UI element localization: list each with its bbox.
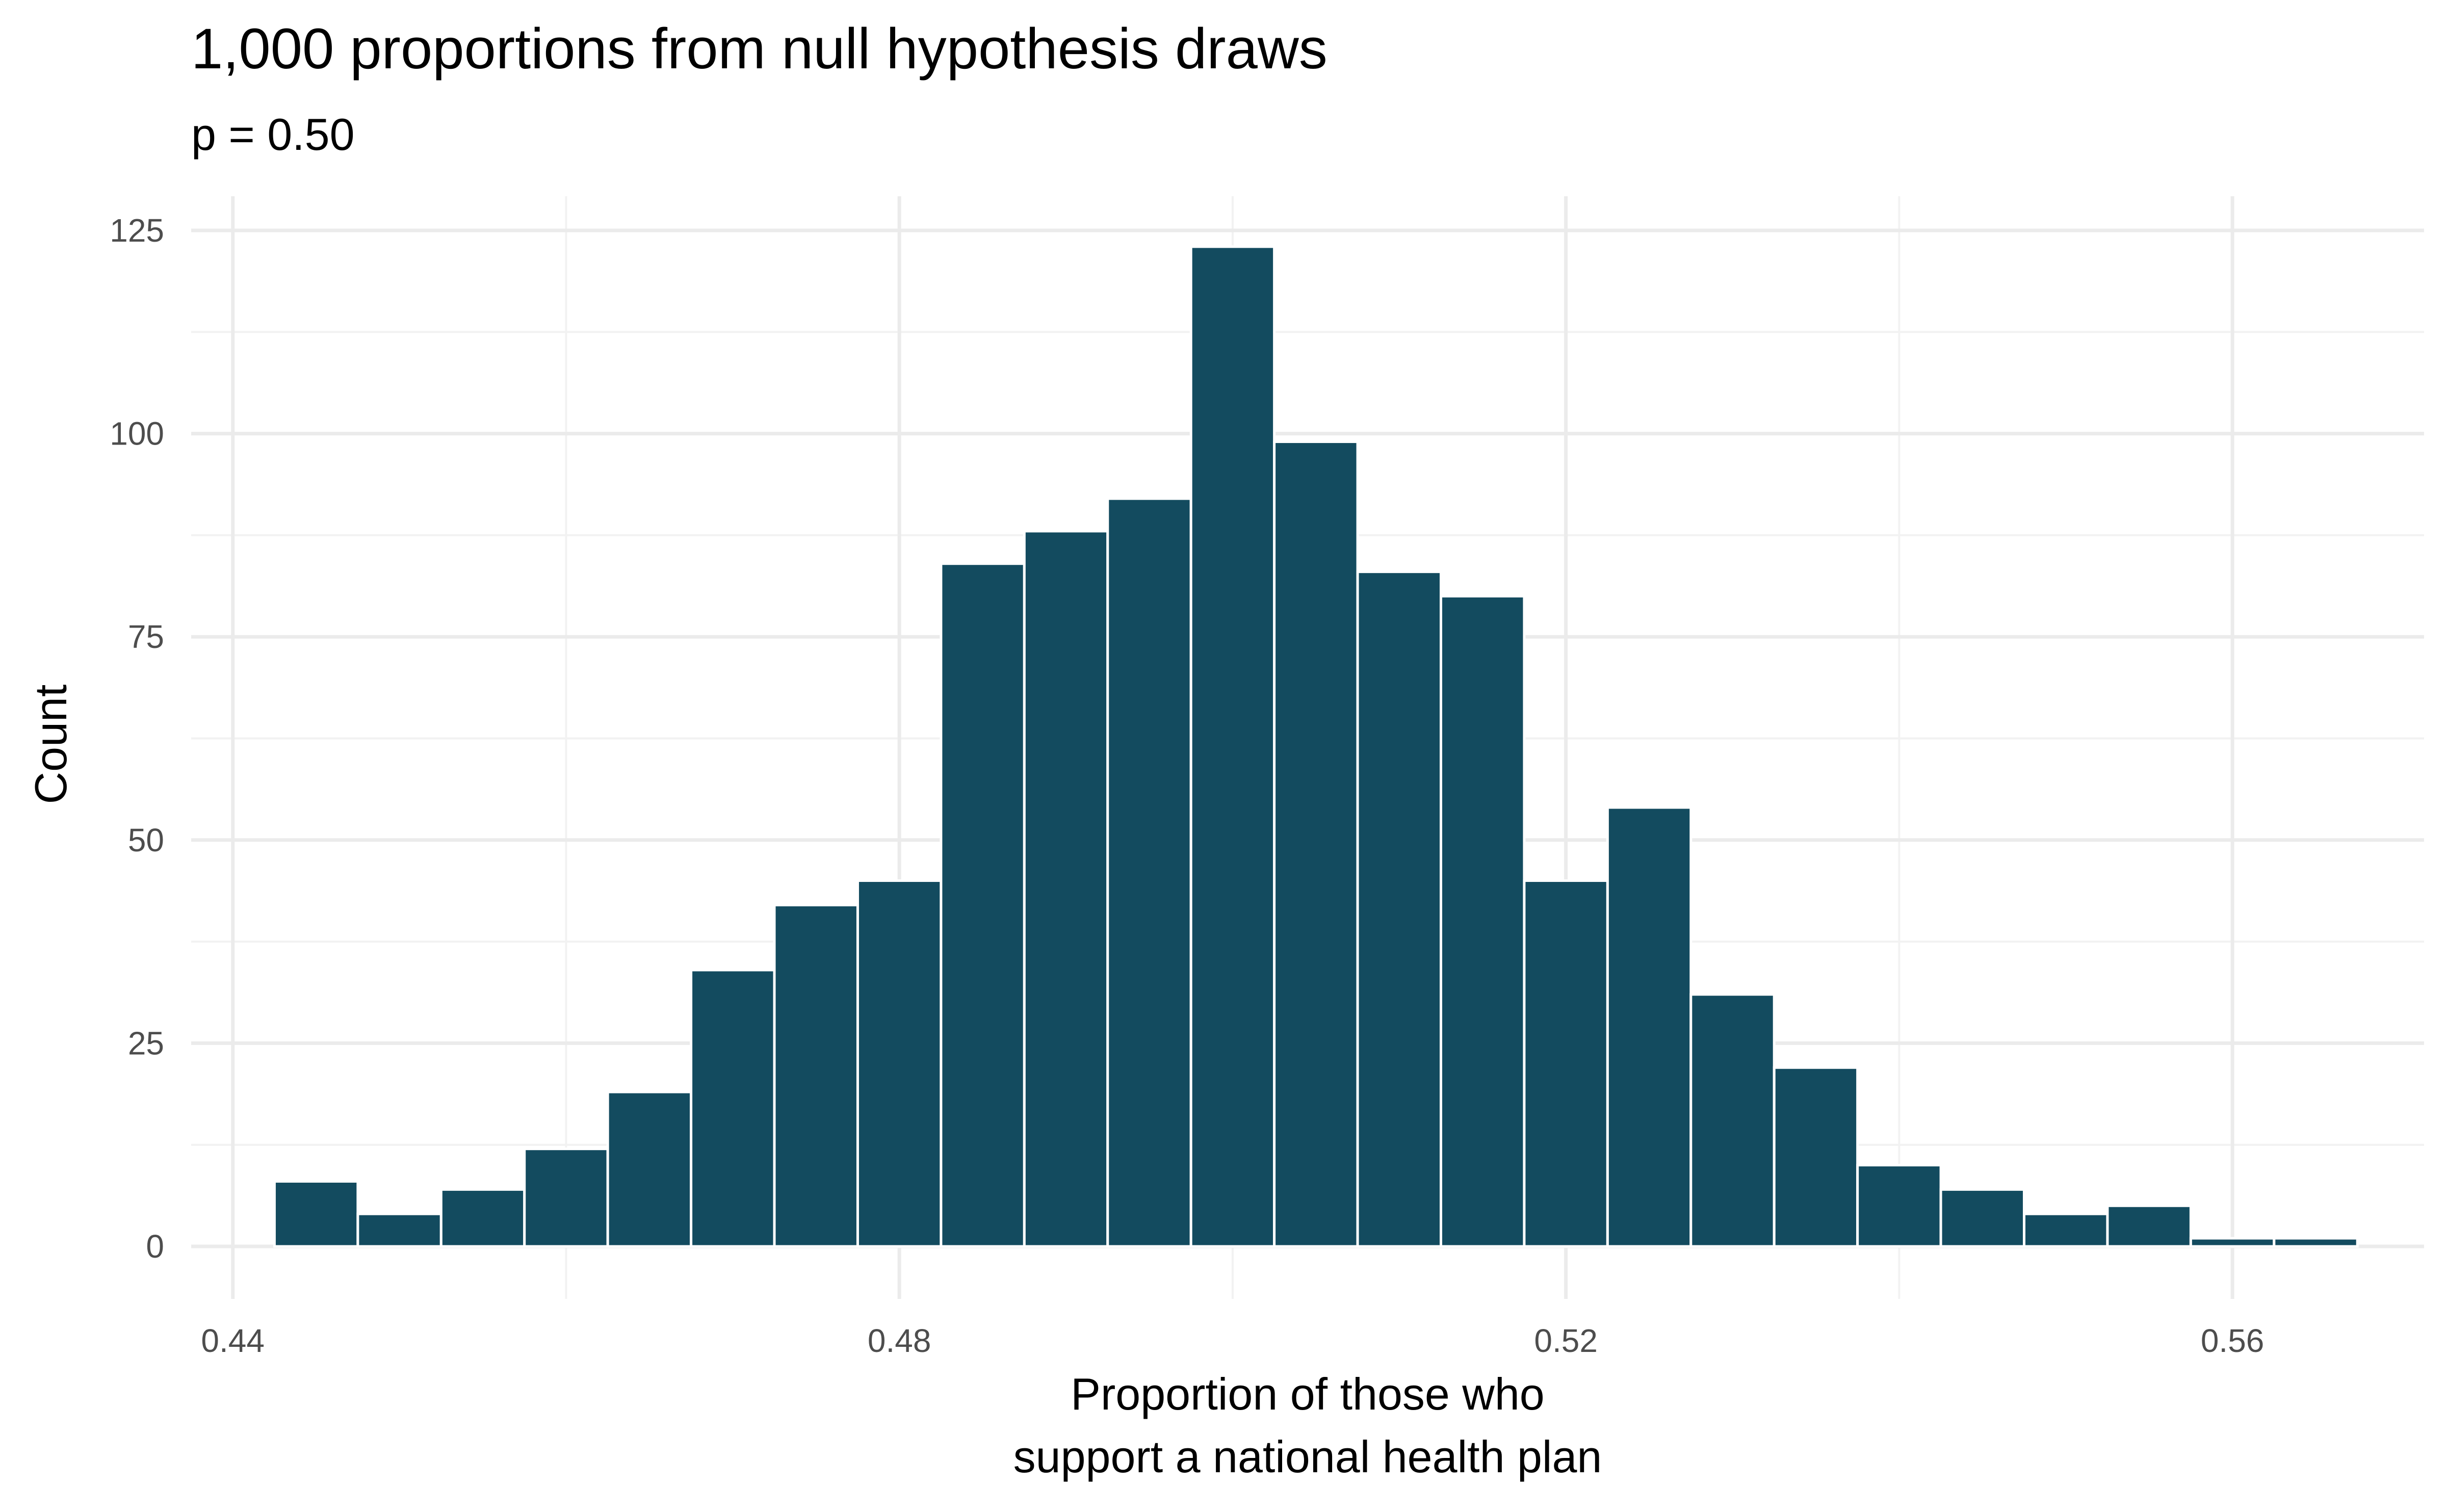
y-tick-label: 75: [128, 618, 164, 655]
histogram-bar: [606, 1090, 693, 1248]
histogram-bars: [273, 245, 2359, 1248]
y-tick-label: 125: [110, 212, 164, 249]
histogram-bar: [1439, 594, 1526, 1248]
y-tick-label: 0: [146, 1228, 164, 1265]
y-axis-tick-labels: 0 25 50 75 100 125: [110, 212, 164, 1265]
chart-subtitle: p = 0.50: [191, 109, 355, 160]
x-axis-title-line-2: support a national health plan: [1013, 1431, 1602, 1482]
histogram-bar: [2106, 1204, 2192, 1248]
histogram-bar: [2189, 1237, 2276, 1248]
y-tick-label: 100: [110, 415, 164, 452]
histogram-bar: [1273, 440, 1359, 1248]
histogram-bar: [1189, 245, 1276, 1248]
histogram-bar: [690, 969, 776, 1248]
histogram-bar: [1523, 879, 1609, 1248]
x-tick-label: 0.48: [868, 1322, 931, 1359]
histogram-bar: [940, 562, 1026, 1248]
histogram-bar: [1939, 1188, 2026, 1248]
histogram-bar: [856, 879, 943, 1248]
histogram-bar: [523, 1148, 609, 1248]
histogram-bar: [2023, 1212, 2109, 1248]
histogram-bar: [1023, 530, 1109, 1248]
histogram-bar: [439, 1188, 526, 1248]
histogram-bar: [1773, 1066, 1859, 1248]
y-axis-title: Count: [25, 685, 76, 804]
x-axis-title-line-1: Proportion of those who: [1071, 1369, 1544, 1419]
chart-title: 1,000 proportions from null hypothesis d…: [191, 17, 1327, 81]
x-tick-label: 0.44: [201, 1322, 265, 1359]
histogram-bar: [1689, 993, 1776, 1248]
histogram-bar: [273, 1180, 359, 1248]
histogram-bar: [773, 903, 859, 1248]
y-tick-label: 50: [128, 822, 164, 858]
histogram-bar: [1606, 806, 1693, 1248]
histogram-bar: [1106, 497, 1192, 1248]
histogram-bar: [2273, 1237, 2359, 1248]
x-axis-tick-labels: 0.44 0.48 0.52 0.56: [201, 1322, 2264, 1359]
histogram-bar: [1356, 570, 1442, 1248]
histogram-bar: [356, 1212, 442, 1248]
histogram-bar: [1856, 1164, 1942, 1248]
x-tick-label: 0.52: [1534, 1322, 1598, 1359]
x-tick-label: 0.56: [2201, 1322, 2264, 1359]
y-tick-label: 25: [128, 1025, 164, 1061]
